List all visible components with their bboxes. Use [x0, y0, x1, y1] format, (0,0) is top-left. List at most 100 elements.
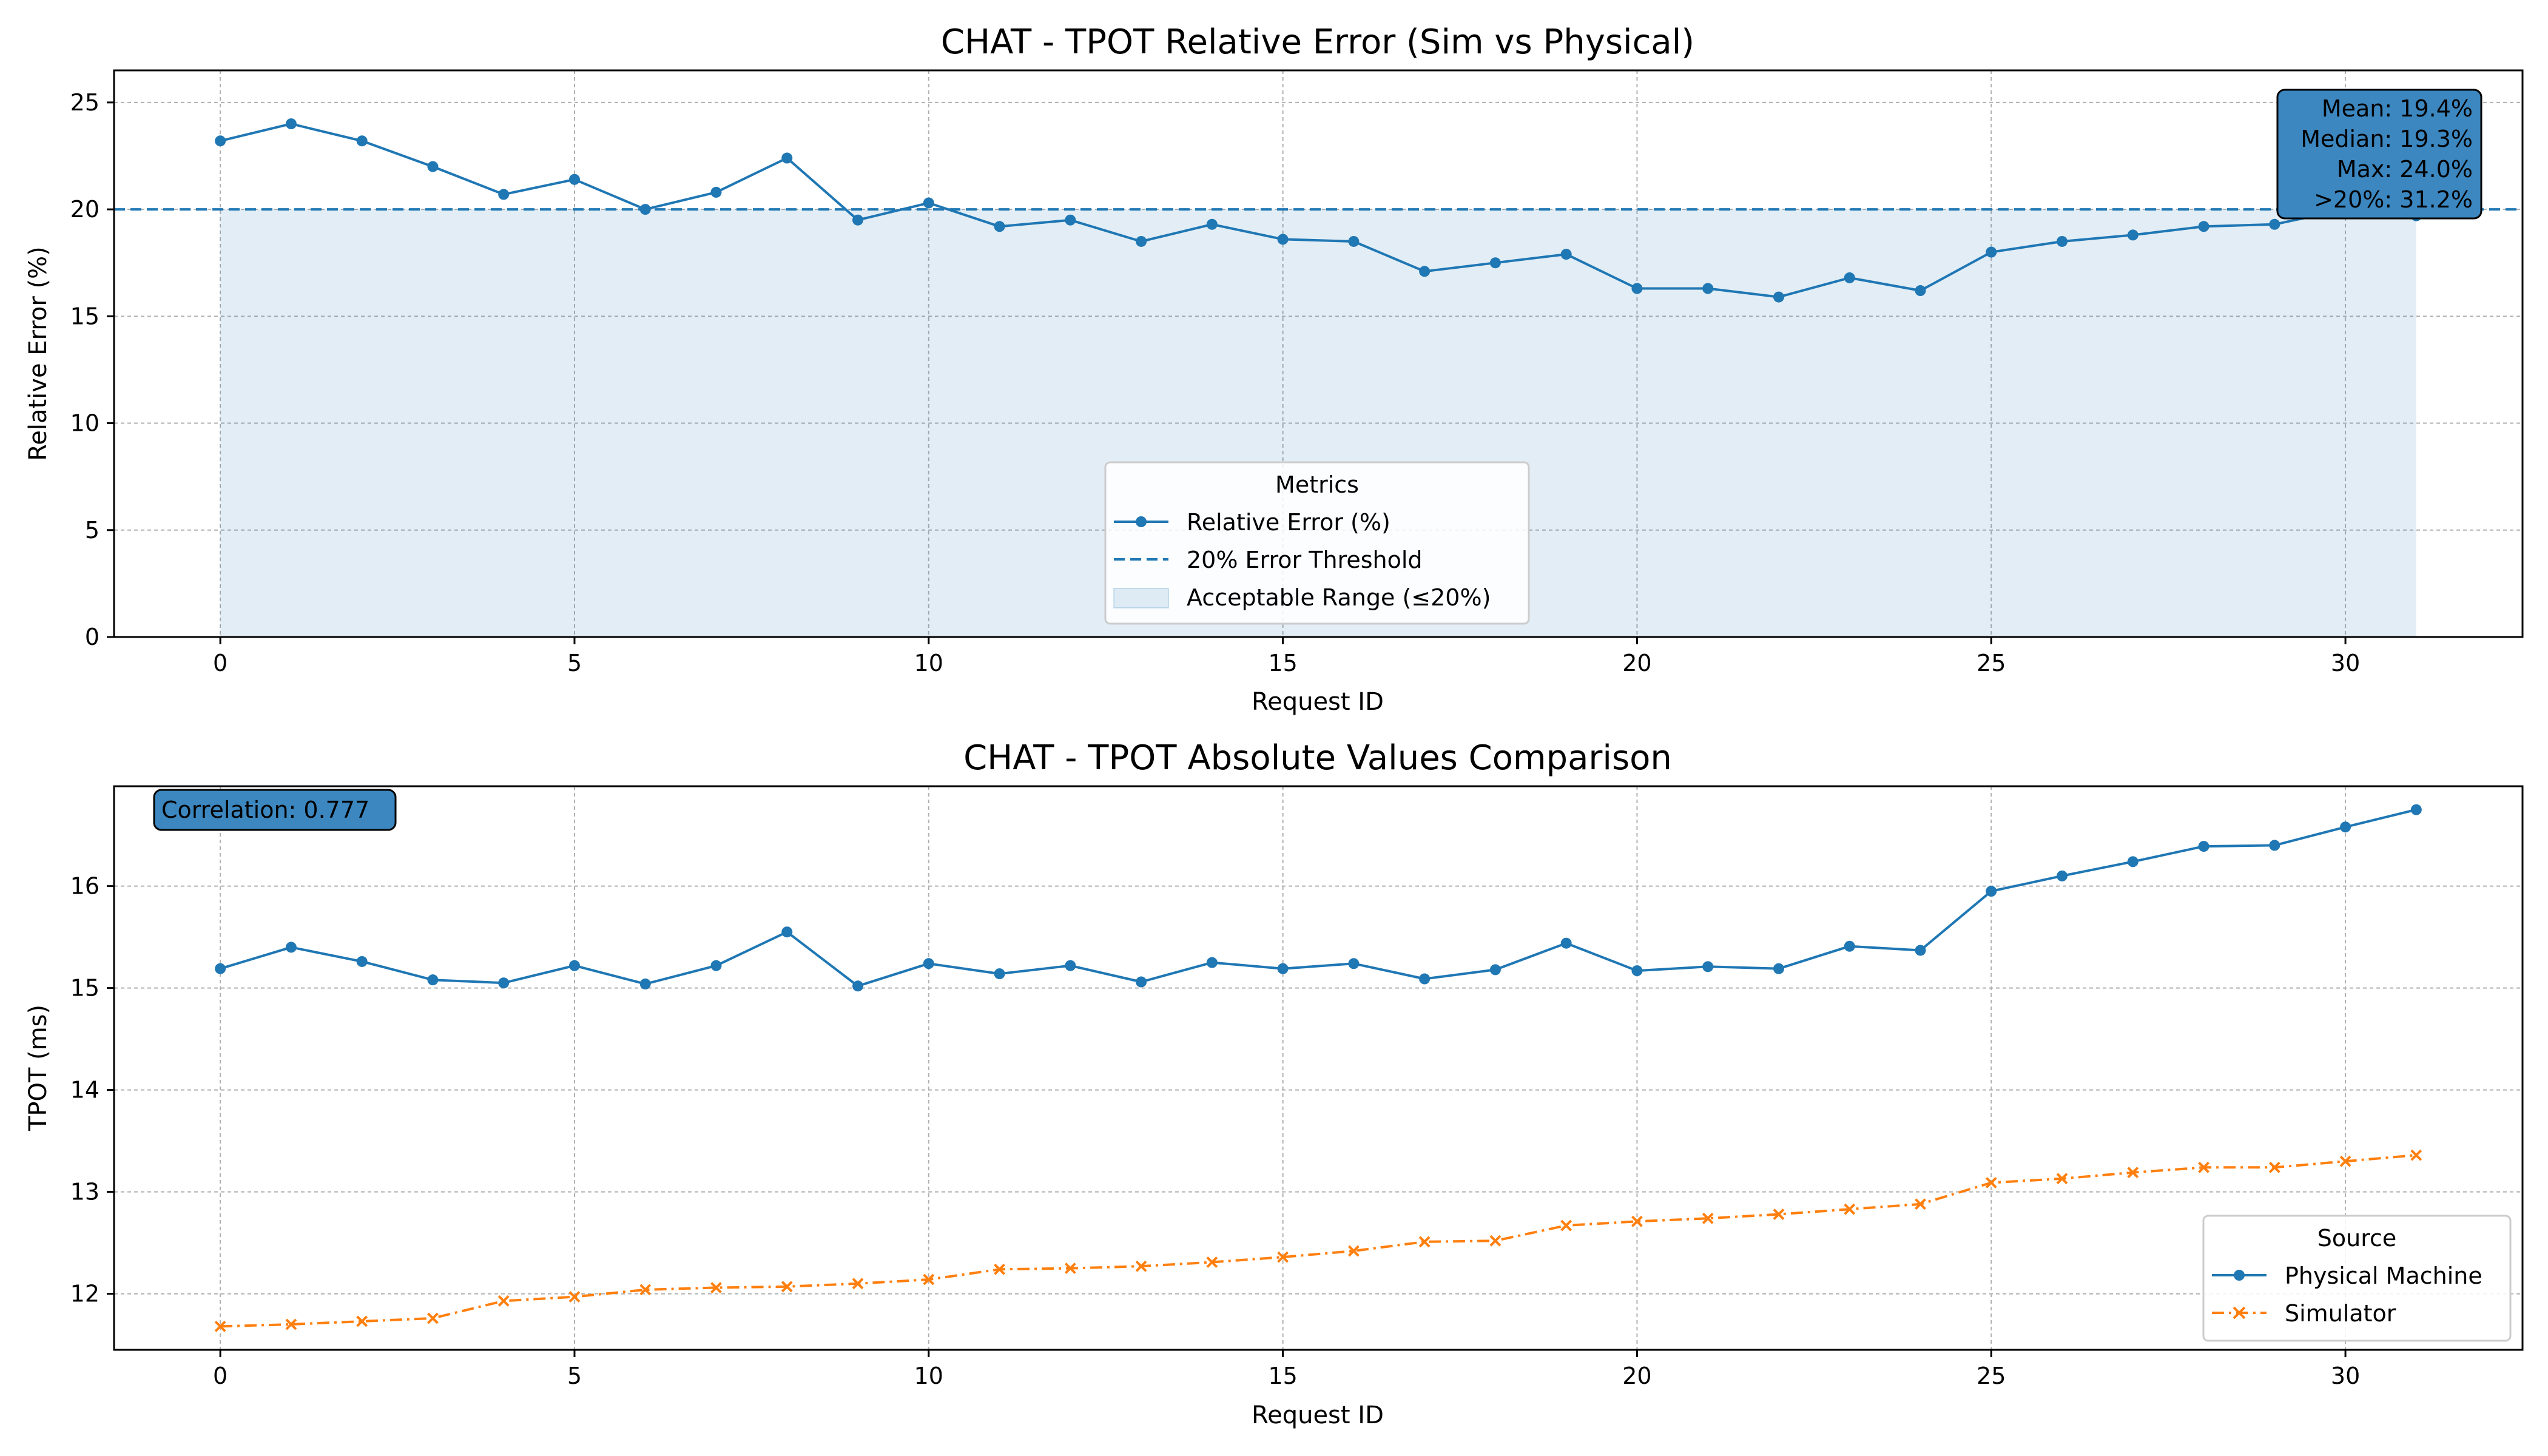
data-point-physical-machine: Physical Machine @ 29: 16.4	[2269, 840, 2280, 851]
data-point-relative-error: Relative Error (%) @ 3: 22	[427, 161, 439, 172]
data-point-simulator: Simulator @ 3: 11.76	[427, 1312, 439, 1324]
stats-median: Median: 19.3%	[2300, 126, 2473, 152]
y-tick-label: 20	[70, 196, 99, 223]
data-point-relative-error: Relative Error (%) @ 4: 20.7	[498, 189, 510, 200]
data-point-relative-error: Relative Error (%) @ 19: 17.9	[1560, 249, 1572, 260]
plot-frame	[113, 69, 2524, 638]
relative-error-chart: CHAT - TPOT Relative Error (Sim vs Physi…	[24, 22, 2524, 716]
data-point-simulator: Simulator @ 9: 12.1	[852, 1278, 864, 1290]
legend-label: Simulator	[2285, 1300, 2396, 1327]
data-point-simulator: Simulator @ 18: 12.52	[1489, 1235, 1502, 1247]
correlation-box: Correlation: 0.777	[153, 789, 397, 831]
data-point-physical-machine: Physical Machine @ 8: 15.55	[781, 926, 793, 938]
data-point-physical-machine: Physical Machine @ 12: 15.22	[1065, 960, 1076, 971]
data-point-relative-error: Relative Error (%) @ 18: 17.5	[1489, 257, 1501, 269]
data-point-physical-machine: Physical Machine @ 3: 15.08	[427, 974, 439, 986]
data-point-simulator: Simulator @ 26: 13.13	[2056, 1173, 2068, 1185]
data-point-relative-error: Relative Error (%) @ 17: 17.1	[1419, 266, 1431, 277]
data-point-relative-error: Relative Error (%) @ 6: 20	[639, 204, 651, 215]
correlation-box-frame	[153, 789, 397, 831]
data-point-relative-error: Relative Error (%) @ 27: 18.8	[2127, 229, 2138, 241]
data-point-relative-error: Relative Error (%) @ 2: 23.2	[356, 135, 368, 147]
data-point-physical-machine: Physical Machine @ 17: 15.09	[1419, 973, 1431, 985]
data-point-simulator: Simulator @ 17: 12.51	[1418, 1236, 1431, 1248]
y-tick-label: 25	[70, 89, 99, 116]
x-tick-label: 15	[1268, 1363, 1297, 1389]
data-point-simulator: Simulator @ 4: 11.93	[497, 1295, 510, 1307]
legend-x-marker	[2233, 1306, 2246, 1320]
data-point-relative-error: Relative Error (%) @ 0: 23.2	[215, 135, 226, 147]
data-point-relative-error: Relative Error (%) @ 13: 18.5	[1136, 235, 1147, 247]
data-point-relative-error: Relative Error (%) @ 1: 24	[285, 118, 297, 130]
data-point-relative-error: Relative Error (%) @ 20: 16.3	[1631, 283, 1643, 294]
data-point-physical-machine: Physical Machine @ 9: 15.02	[852, 980, 864, 992]
data-point-physical-machine: Physical Machine @ 15: 15.19	[1277, 963, 1289, 974]
legend-label: Physical Machine	[2285, 1262, 2482, 1289]
y-axis-label: TPOT (ms)	[24, 1005, 52, 1131]
legend-frame	[2202, 1215, 2512, 1342]
legend-band-swatch	[1113, 588, 1169, 608]
data-point-physical-machine: Physical Machine @ 22: 15.19	[1773, 963, 1784, 974]
y-tick-label: 15	[70, 303, 99, 329]
data-point-relative-error: Relative Error (%) @ 15: 18.6	[1277, 234, 1289, 245]
data-point-simulator: Simulator @ 24: 12.88	[1915, 1198, 1926, 1210]
data-point-physical-machine: Physical Machine @ 28: 16.39	[2198, 841, 2209, 852]
data-point-simulator: Simulator @ 27: 13.19	[2127, 1167, 2139, 1179]
y-tick-label: 0	[85, 624, 99, 650]
stats-over-threshold: >20%: 31.2%	[2314, 186, 2473, 213]
y-tick-label: 13	[70, 1179, 99, 1205]
chart-title: CHAT - TPOT Relative Error (Sim vs Physi…	[941, 22, 1694, 62]
data-point-relative-error: Relative Error (%) @ 29: 19.3	[2269, 218, 2280, 230]
data-point-simulator: Simulator @ 13: 12.27	[1135, 1260, 1147, 1272]
y-tick-label: 12	[70, 1281, 99, 1307]
data-point-simulator: Simulator @ 1: 11.7	[285, 1318, 297, 1330]
legend-label: 20% Error Threshold	[1187, 547, 1423, 573]
x-axis-label: Request ID	[1252, 688, 1384, 716]
data-point-relative-error: Relative Error (%) @ 22: 15.9	[1773, 291, 1784, 303]
data-point-physical-machine: Physical Machine @ 10: 15.24	[923, 958, 934, 969]
data-point-simulator: Simulator @ 7: 12.06	[710, 1282, 722, 1293]
y-axis-label: Relative Error (%)	[24, 246, 52, 460]
data-point-physical-machine: Physical Machine @ 7: 15.22	[710, 960, 722, 971]
y-tick-label: 10	[70, 410, 99, 437]
data-point-relative-error: Relative Error (%) @ 10: 20.3	[923, 197, 934, 209]
legend-entry-relative-error: Relative Error (%)	[1114, 509, 1390, 536]
data-point-relative-error: Relative Error (%) @ 24: 16.2	[1915, 285, 1926, 297]
legend: Metrics Relative Error (%) 20% Error Thr…	[1104, 461, 1530, 625]
data-point-physical-machine: Physical Machine @ 18: 15.18	[1489, 964, 1501, 976]
data-point-physical-machine: Physical Machine @ 19: 15.44	[1560, 937, 1572, 949]
y-tick-label: 15	[70, 975, 99, 1002]
legend-title: Metrics	[1275, 471, 1359, 498]
data-point-physical-machine: Physical Machine @ 26: 16.1	[2057, 870, 2068, 881]
data-point-simulator: Simulator @ 6: 12.04	[639, 1284, 652, 1296]
stats-box-frame	[2276, 89, 2482, 220]
data-point-relative-error: Relative Error (%) @ 5: 21.4	[568, 174, 580, 185]
x-tick-label: 0	[213, 1363, 228, 1389]
data-point-physical-machine: Physical Machine @ 1: 15.4	[285, 942, 297, 953]
data-point-simulator: Simulator @ 31: 13.36	[2410, 1149, 2422, 1161]
data-point-physical-machine: Physical Machine @ 23: 15.41	[1844, 940, 1855, 952]
data-point-simulator: Simulator @ 22: 12.78	[1773, 1208, 1785, 1220]
x-tick-label: 20	[1622, 1363, 1651, 1389]
data-point-physical-machine: Physical Machine @ 4: 15.05	[498, 977, 510, 989]
data-point-relative-error: Relative Error (%) @ 23: 16.8	[1844, 272, 1855, 283]
data-point-simulator: Simulator @ 10: 12.14	[923, 1273, 935, 1286]
data-point-simulator: Simulator @ 20: 12.71	[1631, 1215, 1643, 1227]
data-point-simulator: Simulator @ 25: 13.09	[1985, 1177, 1997, 1188]
data-point-simulator: Simulator @ 19: 12.67	[1560, 1219, 1572, 1232]
legend-entry-threshold: 20% Error Threshold	[1114, 547, 1423, 573]
data-point-relative-error: Relative Error (%) @ 28: 19.2	[2198, 221, 2209, 232]
x-tick-label: 10	[914, 650, 943, 676]
data-point-simulator: Simulator @ 0: 11.68	[214, 1320, 226, 1332]
stats-mean: Mean: 19.4%	[2322, 95, 2473, 122]
x-tick-label: 20	[1622, 650, 1651, 676]
data-point-simulator: Simulator @ 21: 12.74	[1702, 1212, 1714, 1224]
data-point-simulator: Simulator @ 5: 11.97	[568, 1291, 581, 1303]
x-axis-label: Request ID	[1252, 1401, 1384, 1429]
absolute-values-chart: CHAT - TPOT Absolute Values Comparison P…	[24, 738, 2524, 1429]
data-point-physical-machine: Physical Machine @ 13: 15.06	[1136, 976, 1147, 988]
data-point-physical-machine: Physical Machine @ 31: 16.75	[2410, 804, 2422, 815]
data-point-physical-machine: Physical Machine @ 20: 15.17	[1631, 965, 1643, 977]
correlation-value: Correlation: 0.777	[161, 797, 369, 823]
